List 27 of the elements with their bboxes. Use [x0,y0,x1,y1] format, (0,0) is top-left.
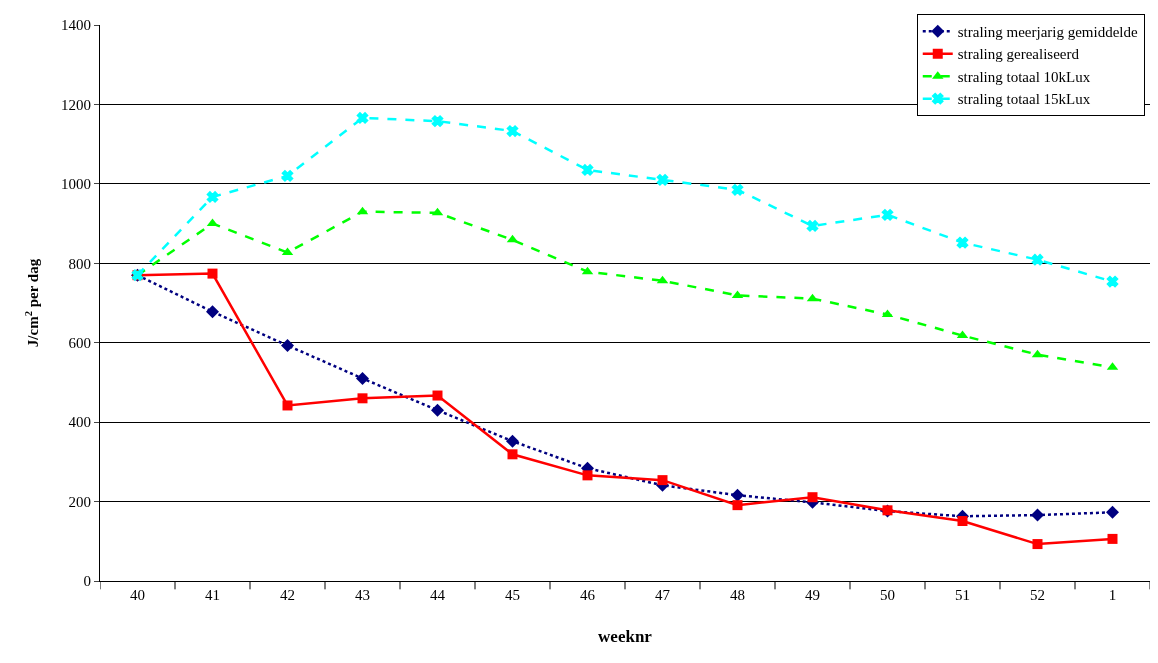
legend-label: straling meerjarig gemiddelde [957,23,1139,40]
y-tick-label: 200 [68,493,91,510]
x-tick-label: 45 [505,587,520,603]
x-tick-label: 47 [655,587,671,603]
y-tick-label: 1400 [61,17,91,34]
y-tick-label: 1000 [61,176,91,193]
x-tick-label: 46 [580,587,596,603]
y-tick-label: 800 [68,255,91,272]
x-tick-label: 52 [1030,587,1045,603]
x-tick-label: 48 [730,587,745,603]
y-tick-label: 1200 [61,96,91,113]
legend-label: straling totaal 10kLux [957,68,1091,85]
x-tick-label: 41 [205,587,220,603]
legend-label: straling gerealiseerd [957,46,1080,63]
x-tick-label: 50 [880,587,895,603]
x-tick-label: 51 [955,587,970,603]
x-tick-label: 40 [130,587,145,603]
x-tick-label: 44 [430,587,446,603]
legend-label: straling totaal 15kLux [957,91,1091,108]
y-tick-label: 600 [68,334,91,351]
x-axis-title: weeknr [598,627,653,647]
x-tick-label: 42 [280,587,295,603]
x-tick-label: 1 [1108,587,1117,603]
y-tick-label: 400 [68,414,91,431]
x-tick-label: 49 [805,587,820,603]
x-tick-label: 43 [355,587,370,603]
y-tick-label: 0 [83,573,91,590]
